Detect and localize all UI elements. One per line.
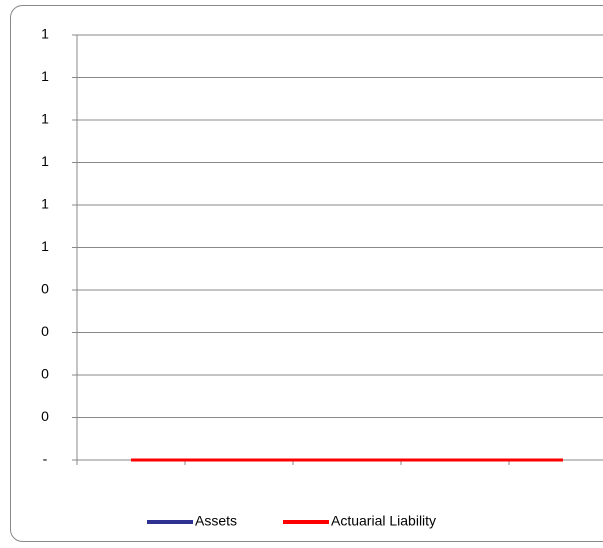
y-tick-label: 1: [41, 196, 49, 212]
y-tick-label: 0: [41, 366, 49, 382]
y-tick-label: 1: [41, 111, 49, 127]
legend-label: Actuarial Liability: [331, 513, 436, 529]
y-tick-label: 1: [41, 153, 49, 169]
y-tick-label: -: [43, 451, 48, 467]
y-tick-label: 0: [41, 281, 49, 297]
y-tick-label: 1: [41, 26, 49, 42]
y-tick-label: 0: [41, 323, 49, 339]
y-tick-label: 1: [41, 68, 49, 84]
y-tick-label: 0: [41, 408, 49, 424]
legend-label: Assets: [195, 513, 237, 529]
y-tick-label: 1: [41, 238, 49, 254]
chart-frame: [10, 5, 603, 542]
